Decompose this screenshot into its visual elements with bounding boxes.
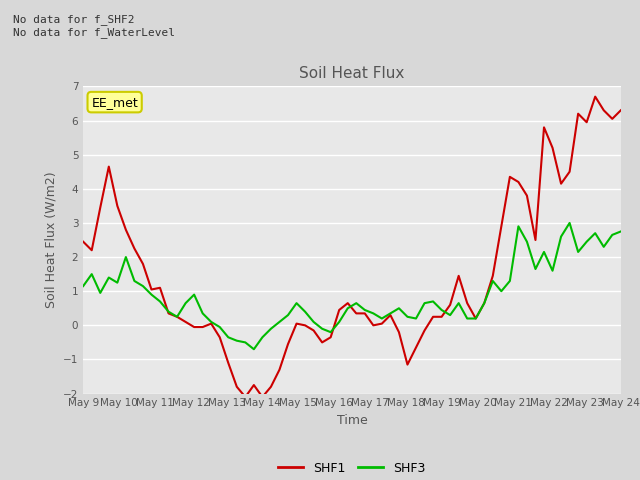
Y-axis label: Soil Heat Flux (W/m2): Soil Heat Flux (W/m2): [44, 172, 58, 308]
Text: EE_met: EE_met: [92, 96, 138, 108]
Title: Soil Heat Flux: Soil Heat Flux: [300, 66, 404, 81]
X-axis label: Time: Time: [337, 414, 367, 427]
Text: No data for f_SHF2
No data for f_WaterLevel: No data for f_SHF2 No data for f_WaterLe…: [13, 14, 175, 38]
Legend: SHF1, SHF3: SHF1, SHF3: [273, 456, 431, 480]
